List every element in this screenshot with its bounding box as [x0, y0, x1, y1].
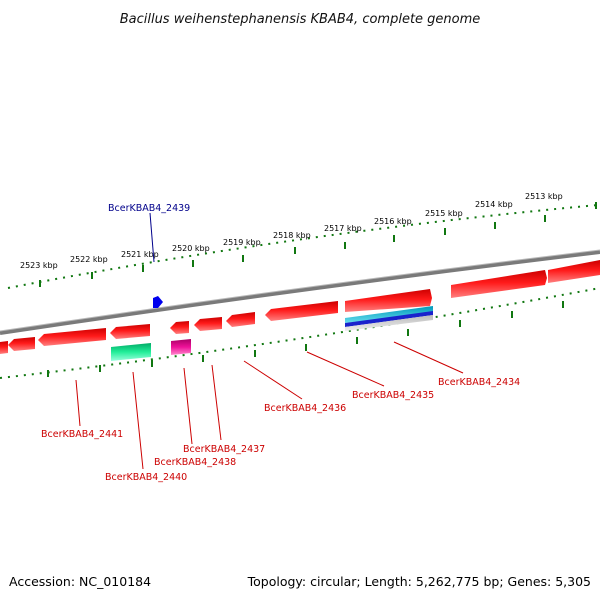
tick-label-2517: 2517 kbp: [324, 224, 362, 233]
tick-label-2518: 2518 kbp: [273, 231, 311, 240]
genome-backbone: [0, 250, 600, 335]
outer-scale-arc: [7, 204, 599, 289]
scale-tick-labels: 2523 kbp 2522 kbp 2521 kbp 2520 kbp 2519…: [20, 192, 563, 270]
tick-label-2516: 2516 kbp: [374, 217, 412, 226]
gene-feature[interactable]: [110, 324, 150, 339]
gene-feature[interactable]: [38, 328, 106, 346]
tick-label-2522: 2522 kbp: [70, 255, 108, 264]
gene-label-2439[interactable]: BcerKBAB4_2439: [108, 203, 190, 214]
gene-feature[interactable]: [226, 312, 255, 327]
gene-label-2434[interactable]: BcerKBAB4_2434: [438, 377, 520, 388]
gene-label-2436[interactable]: BcerKBAB4_2436: [264, 403, 346, 414]
rrna-feature[interactable]: [345, 311, 433, 327]
gene-label-2437[interactable]: BcerKBAB4_2437: [183, 444, 265, 455]
rrna-feature[interactable]: [345, 315, 433, 331]
gene-labels: BcerKBAB4_2439 BcerKBAB4_2441 BcerKBAB4_…: [41, 203, 520, 483]
inner-scale-arc: [0, 287, 600, 379]
reverse-strand-genes: [0, 301, 433, 361]
gene-feature[interactable]: [345, 289, 432, 312]
label-leaders: [75, 212, 464, 470]
tick-label-2520: 2520 kbp: [172, 244, 210, 253]
trna-feature[interactable]: [111, 343, 151, 361]
gene-feature[interactable]: [194, 317, 222, 331]
forward-strand-genes: [153, 260, 600, 312]
gene-label-2438[interactable]: BcerKBAB4_2438: [154, 457, 236, 468]
gene-label-2440[interactable]: BcerKBAB4_2440: [105, 472, 187, 483]
gene-feature[interactable]: [8, 337, 35, 351]
map-title: Bacillus weihenstephanensis KBAB4, compl…: [120, 12, 481, 27]
gene-label-2435[interactable]: BcerKBAB4_2435: [352, 390, 434, 401]
gene-label-2441[interactable]: BcerKBAB4_2441: [41, 429, 123, 440]
gene-feature[interactable]: [451, 270, 547, 298]
misc-rna-feature[interactable]: [171, 339, 191, 355]
inner-major-ticks: [47, 301, 564, 377]
genome-summary-text: Topology: circular; Length: 5,262,775 bp…: [247, 574, 591, 589]
tick-label-2523: 2523 kbp: [20, 261, 58, 270]
tick-label-2514: 2514 kbp: [475, 200, 513, 209]
tick-label-2521: 2521 kbp: [121, 250, 159, 259]
tick-label-2513: 2513 kbp: [525, 192, 563, 201]
tick-label-2515: 2515 kbp: [425, 209, 463, 218]
gene-feature[interactable]: [170, 321, 189, 334]
gene-feature[interactable]: [0, 341, 8, 354]
accession-text: Accession: NC_010184: [9, 574, 151, 589]
tick-label-2519: 2519 kbp: [223, 238, 261, 247]
strand-marker: [153, 296, 163, 308]
gene-feature[interactable]: [265, 301, 338, 321]
outer-major-ticks: [39, 202, 597, 287]
gene-feature[interactable]: [548, 260, 600, 283]
rrna-feature[interactable]: [345, 306, 433, 323]
